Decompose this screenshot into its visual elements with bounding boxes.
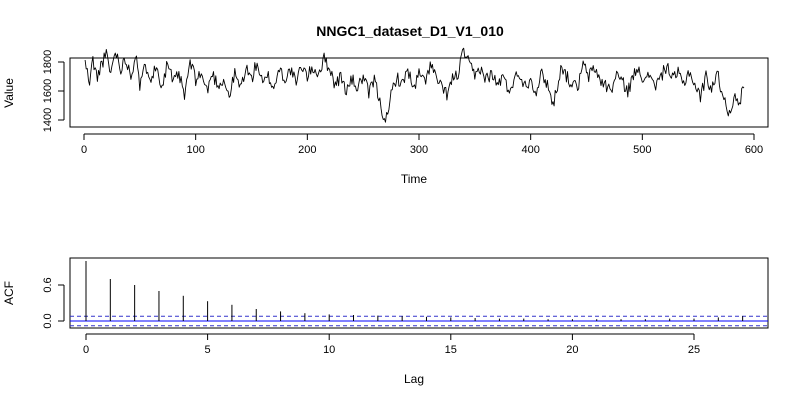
acf-tick-label: 0.6 [42,277,54,292]
time-tick-label: 0 [81,144,87,156]
value-tick-label: 1400 [42,108,54,132]
time-series-x-label: Time [401,172,428,186]
time-series-x-axis: 0 100 200 300 400 500 600 [81,133,763,156]
lag-tick-label: 10 [323,344,335,356]
acf-tick-label: 0.0 [42,313,54,328]
acf-panel: 0 5 10 15 20 25 0.0 0.6 Lag ACF [2,257,769,386]
time-series-plot-frame [69,57,769,128]
lag-tick-label: 0 [83,344,89,356]
time-series-panel: 0 100 200 300 400 500 600 1400 1600 1800 Time Va… [2,47,769,186]
time-series-line [84,47,745,123]
time-tick-label: 300 [410,144,428,156]
time-tick-label: 600 [745,144,763,156]
acf-bars [85,261,744,321]
time-tick-label: 400 [521,144,539,156]
lag-tick-label: 25 [688,344,700,356]
acf-y-label: ACF [2,281,16,305]
acf-plot-frame [69,257,769,329]
lag-tick-label: 5 [205,344,211,356]
chart-title: NNGC1_dataset_D1_V1_010 [316,23,504,39]
lag-tick-label: 15 [445,344,457,356]
time-series-y-axis: 1400 1600 1800 [42,50,65,132]
value-tick-label: 1600 [42,79,54,103]
time-tick-label: 500 [633,144,651,156]
acf-x-label: Lag [404,372,424,386]
time-tick-label: 100 [186,144,204,156]
value-tick-label: 1800 [42,50,54,74]
acf-y-axis: 0.0 0.6 [42,277,65,329]
time-series-y-label: Value [2,78,16,108]
acf-x-axis: 0 5 10 15 20 25 [83,333,700,356]
acf-guides [70,315,768,327]
lag-tick-label: 20 [566,344,578,356]
time-tick-label: 200 [298,144,316,156]
